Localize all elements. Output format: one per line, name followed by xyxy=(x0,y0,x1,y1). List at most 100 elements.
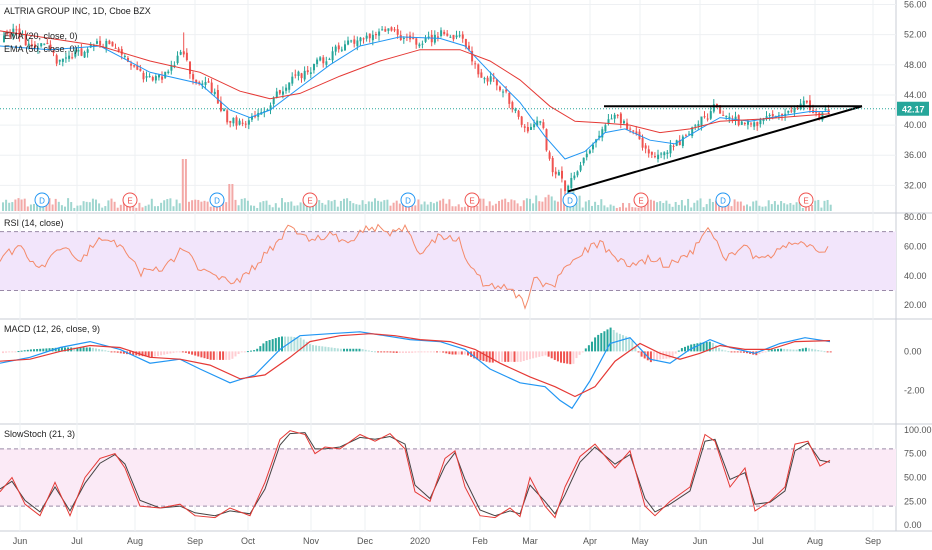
price-tick-label: 52.00 xyxy=(904,30,927,40)
macd-histogram-bar xyxy=(153,351,156,357)
stoch-k-line xyxy=(0,430,831,519)
macd-histogram-bar xyxy=(308,344,311,352)
volume-bar xyxy=(584,201,587,211)
price-tick-label: 56.00 xyxy=(904,0,927,10)
macd-histogram-bar xyxy=(454,351,457,355)
volume-bar xyxy=(95,199,97,211)
volume-bar xyxy=(129,206,132,211)
volume-bar xyxy=(281,198,283,211)
macd-histogram-bar xyxy=(758,351,761,354)
volume-bar xyxy=(550,196,553,211)
candle-body xyxy=(660,153,663,155)
volume-bar xyxy=(798,202,801,211)
volume-bar xyxy=(808,207,810,211)
volume-bar xyxy=(209,206,212,211)
candle-body xyxy=(464,38,467,48)
candle-body xyxy=(604,125,607,132)
macd-histogram-bar xyxy=(157,351,159,356)
volume-bar xyxy=(696,200,699,211)
stoch-tick-label: 100.00 xyxy=(904,425,932,435)
volume-bar xyxy=(494,203,497,211)
candle-body xyxy=(99,40,102,46)
volume-bar xyxy=(501,199,504,211)
volume-bar xyxy=(302,202,305,211)
volume-bar xyxy=(792,204,795,211)
volume-bar xyxy=(274,203,277,211)
candle-body xyxy=(359,37,362,42)
volume-bar xyxy=(563,198,566,211)
candle-body xyxy=(306,70,309,73)
macd-histogram-bar xyxy=(299,337,302,352)
macd-histogram-bar xyxy=(330,347,333,352)
candle-body xyxy=(226,110,229,123)
candle-body xyxy=(105,41,108,49)
candle-body xyxy=(650,151,653,155)
candle-body xyxy=(136,65,139,70)
candle-body xyxy=(415,38,418,45)
volume-bar xyxy=(377,200,380,211)
macd-histogram-bar xyxy=(116,351,119,353)
macd-histogram-bar xyxy=(767,350,770,352)
macd-line xyxy=(0,331,831,410)
candle-body xyxy=(375,34,377,36)
candle-body xyxy=(616,114,619,116)
macd-histogram-bar xyxy=(29,349,32,352)
macd-histogram-bar xyxy=(448,351,451,355)
candle-body xyxy=(18,28,21,37)
candle-body xyxy=(601,129,604,138)
earnings-marker-label: E xyxy=(803,197,808,206)
macd-histogram-bar xyxy=(57,347,60,352)
volume-bar xyxy=(290,201,293,211)
candle-body xyxy=(210,82,213,93)
macd-histogram-bar xyxy=(181,351,184,353)
volume-bar xyxy=(482,198,485,211)
volume-bar xyxy=(498,200,500,211)
volume-bar xyxy=(535,195,538,211)
volume-bar xyxy=(507,202,510,211)
volume-bar xyxy=(547,194,550,211)
macd-histogram-bar xyxy=(739,351,742,353)
volume-bar xyxy=(742,205,745,211)
macd-histogram-bar xyxy=(829,351,832,353)
volume-bar xyxy=(789,203,792,211)
macd-histogram-bar xyxy=(584,348,587,352)
volume-bar xyxy=(603,205,606,211)
volume-bar xyxy=(553,200,556,211)
candle-body xyxy=(610,118,613,120)
candle-body xyxy=(502,91,505,93)
candle-body xyxy=(340,49,343,51)
rsi-tick-label: 60.00 xyxy=(904,241,927,251)
volume-bar xyxy=(389,205,392,211)
volume-bar xyxy=(343,198,345,211)
candle-body xyxy=(703,116,706,118)
volume-bar xyxy=(705,204,708,211)
candle-body xyxy=(111,41,114,47)
macd-histogram-bar xyxy=(609,327,612,352)
volume-bar xyxy=(222,198,225,211)
x-tick-label: Jun xyxy=(693,536,708,546)
volume-bar xyxy=(392,202,395,211)
volume-bar xyxy=(228,184,231,211)
macd-histogram-bar xyxy=(801,348,804,352)
candle-body xyxy=(232,117,235,124)
candle-body xyxy=(247,120,250,125)
candle-body xyxy=(362,38,365,40)
volume-bar xyxy=(29,204,32,211)
candle-body xyxy=(768,114,771,117)
candle-body xyxy=(477,64,480,75)
volume-bar xyxy=(631,207,634,211)
candle-body xyxy=(123,55,126,57)
volume-bar xyxy=(246,200,249,211)
volume-bar xyxy=(615,207,618,211)
candle-body xyxy=(167,71,170,73)
dividend-marker xyxy=(209,192,225,208)
volume-bar xyxy=(764,206,767,211)
volume-bar xyxy=(138,202,141,211)
macd-histogram-bar xyxy=(144,351,147,357)
candle-body xyxy=(790,110,793,112)
macd-histogram-bar xyxy=(302,339,305,352)
candle-body xyxy=(508,92,511,104)
candle-body xyxy=(390,27,393,31)
candle-body xyxy=(49,44,52,50)
